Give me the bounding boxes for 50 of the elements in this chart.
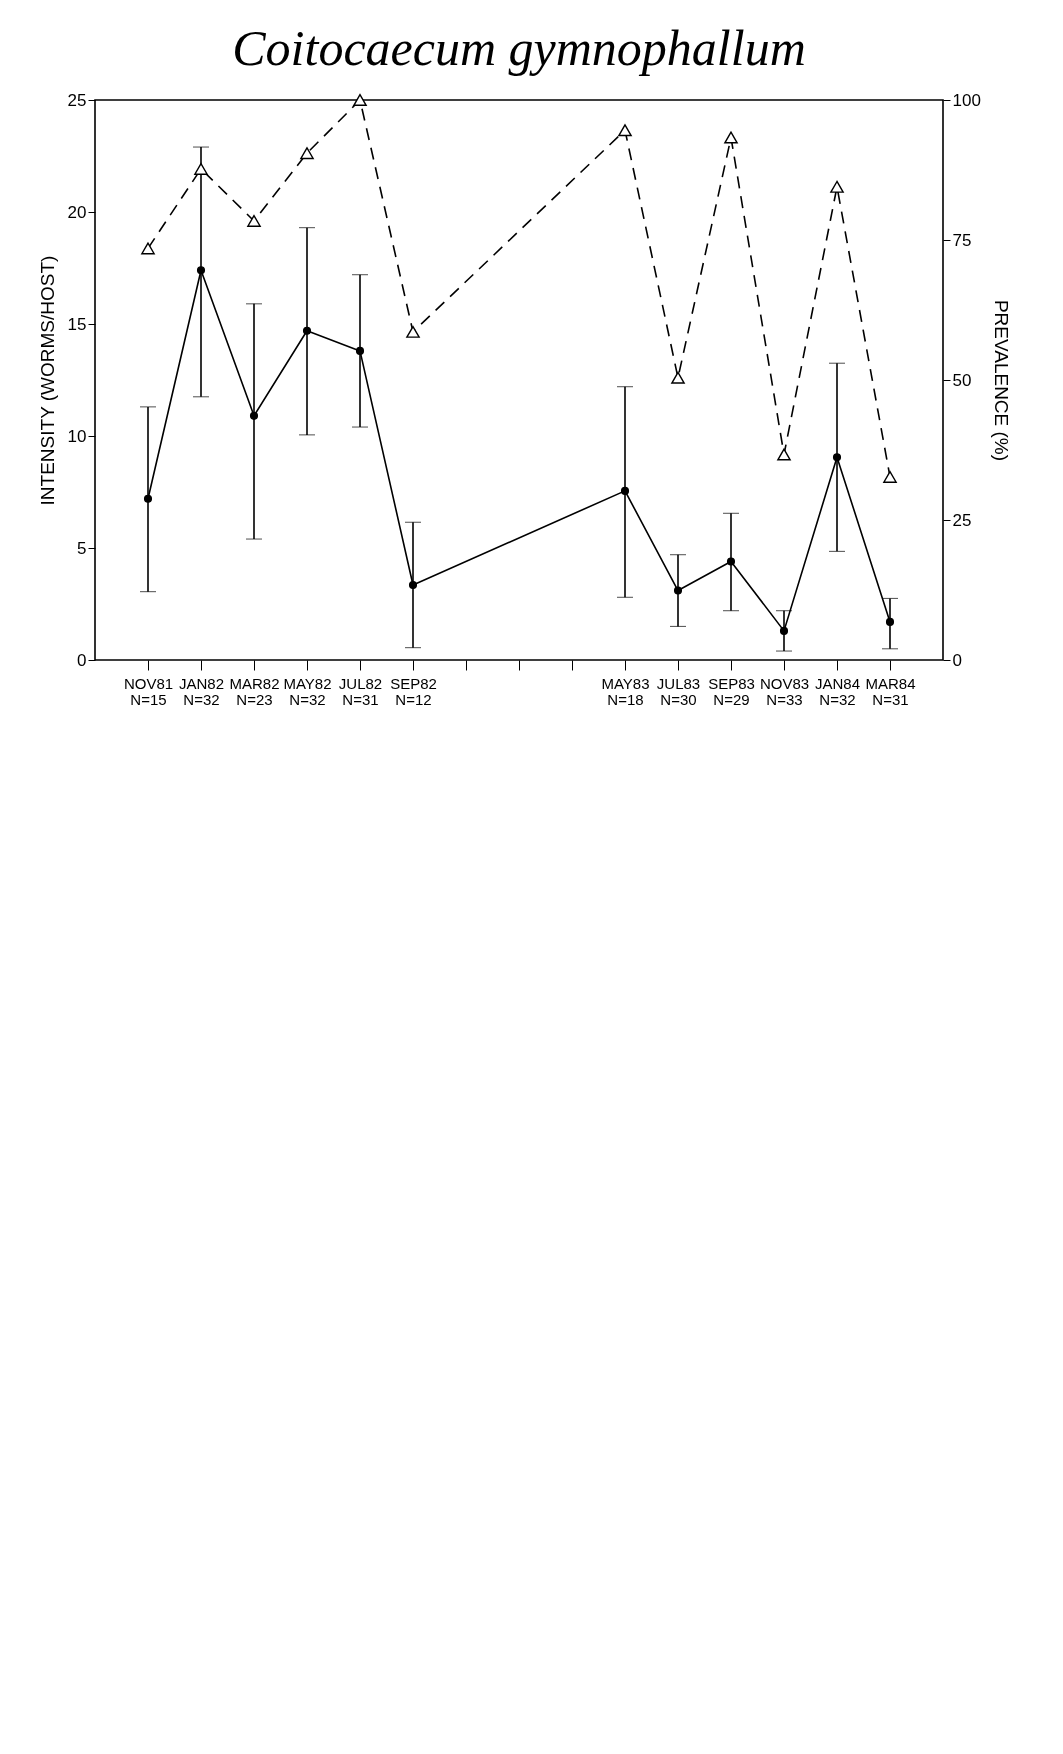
point — [406, 325, 420, 338]
point — [726, 557, 736, 566]
y-tick-label: 25 — [67, 90, 87, 110]
point — [247, 214, 261, 227]
point — [353, 94, 367, 106]
point — [249, 411, 259, 420]
point — [196, 266, 206, 275]
x-tick-label: SEP82 N=12 — [390, 674, 437, 708]
point — [830, 180, 844, 193]
point — [779, 626, 789, 635]
x-tick-label: NOV83 N=33 — [759, 674, 810, 708]
y-tick-label: 15 — [67, 314, 87, 334]
point — [673, 586, 683, 595]
y-axis-title: INTENSITY (WORMS/HOST) — [36, 255, 58, 506]
x-tick-label: MAY83 N=18 — [601, 674, 650, 708]
point — [143, 494, 153, 503]
point — [883, 470, 897, 483]
x-tick-label: JUL82 N=31 — [338, 674, 383, 708]
point — [671, 371, 685, 384]
point — [832, 453, 842, 462]
y2-tick-label: 0 — [952, 650, 962, 670]
x-tick-label: JAN82 N=32 — [178, 674, 225, 708]
x-tick-label: NOV81 N=15 — [123, 674, 174, 708]
x-tick-label: JAN84 N=32 — [814, 674, 861, 708]
y2-axis-title: PREVALENCE (%) — [990, 299, 1012, 462]
point — [408, 580, 418, 590]
x-tick-label: SEP83 N=29 — [708, 674, 755, 708]
point — [141, 242, 155, 255]
x-tick-label: MAY82 N=32 — [283, 674, 332, 708]
point — [620, 486, 630, 495]
point — [885, 617, 895, 626]
x-tick-label: MAR84 N=31 — [865, 674, 916, 708]
x-tick-label: MAR82 N=23 — [229, 674, 280, 708]
point — [618, 124, 632, 137]
y2-tick-label: 50 — [952, 370, 972, 390]
point — [302, 326, 312, 335]
point — [355, 346, 365, 355]
point — [194, 162, 208, 175]
x-tick-label: JUL83 N=30 — [656, 674, 701, 708]
y-tick-label: 5 — [77, 538, 87, 558]
point — [300, 147, 314, 160]
point — [724, 131, 738, 144]
point — [777, 448, 791, 461]
y-tick-label: 0 — [77, 650, 87, 670]
y-tick-label: 20 — [67, 202, 87, 222]
chart-title: Coitocaecum gymnophallum — [232, 20, 806, 76]
y2-tick-label: 25 — [952, 510, 972, 530]
y-tick-label: 10 — [67, 426, 87, 446]
y2-tick-label: 100 — [952, 90, 981, 110]
y2-tick-label: 75 — [952, 230, 972, 250]
